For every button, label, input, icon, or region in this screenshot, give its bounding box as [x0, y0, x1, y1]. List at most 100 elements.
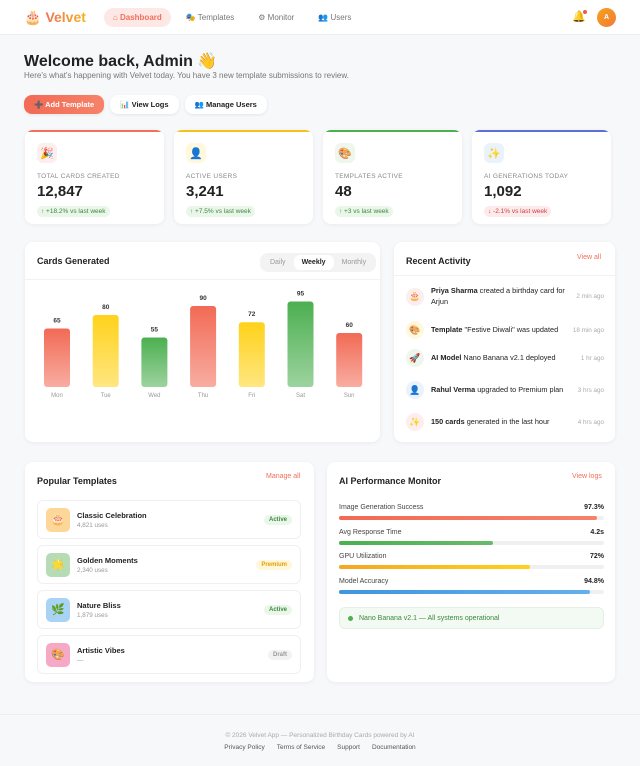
- tab-weekly[interactable]: Weekly: [293, 255, 334, 270]
- bar-value-label: 72: [248, 311, 256, 318]
- template-thumbnail: 🌿: [46, 597, 70, 622]
- activity-actor: 150 cards: [431, 416, 465, 426]
- activity-icon: 🚀: [406, 349, 424, 367]
- support-link[interactable]: Support: [337, 744, 360, 751]
- stat-card: 👤 ACTIVE USERS 3,241 ↑ +7.5% vs last wee…: [174, 130, 313, 224]
- status-badge: Draft: [267, 649, 292, 660]
- activity-time: 18 min ago: [572, 326, 604, 334]
- x-tick-label: Mon: [51, 393, 63, 399]
- activity-text: generated in the last hour: [464, 416, 550, 426]
- nav-dashboard[interactable]: ⌂ Dashboard: [103, 7, 171, 27]
- stat-icon: 👤: [186, 143, 206, 163]
- bell-icon[interactable]: 🔔: [572, 10, 587, 23]
- bar-value-label: 65: [53, 318, 61, 325]
- nav-monitor[interactable]: ⚙ Monitor: [258, 12, 295, 22]
- activity-text: created a birthday card for Arjun: [431, 286, 565, 306]
- status-text: Nano Banana v2.1 — All systems operation…: [359, 614, 500, 622]
- bar-chart: 65 Mon 80 Tue 55 Wed 90 Thu 72 Fri 95 Sat 60 Sun: [44, 291, 363, 399]
- bar-sun: [336, 333, 363, 387]
- metric-track: [339, 565, 604, 569]
- templates-title: Popular Templates: [37, 476, 117, 486]
- activity-time: 4 hrs ago: [577, 418, 604, 426]
- template-name: Nature Bliss: [77, 600, 121, 610]
- metric-fill: [339, 589, 591, 594]
- metric-label: Image Generation Success: [339, 504, 424, 511]
- template-thumbnail: 🎨: [46, 642, 70, 667]
- status-dot-icon: [348, 615, 353, 621]
- stat-icon: 🎉: [37, 143, 57, 163]
- view-all-link[interactable]: View all: [577, 254, 601, 261]
- brand-logo[interactable]: 🎂 Velvet: [24, 9, 86, 26]
- docs-link[interactable]: Documentation: [371, 744, 416, 751]
- metric: GPU Utilization 72%: [339, 553, 604, 569]
- metric-label: Avg Response Time: [339, 528, 402, 536]
- bar-value-label: 60: [346, 322, 354, 329]
- ai-performance-card: AI Performance Monitor View logs Image G…: [327, 462, 615, 682]
- x-tick-label: Tue: [101, 393, 112, 399]
- stat-card: 🎉 TOTAL CARDS CREATED 12,847 ↑ +18.2% vs…: [25, 130, 164, 224]
- tab-daily[interactable]: Daily: [270, 259, 286, 266]
- stat-label: TEMPLATES ACTIVE: [335, 173, 403, 180]
- activity-time: 3 hrs ago: [577, 386, 604, 394]
- activity-item: 👤 Rahul Verma upgraded to Premium plan 3…: [406, 381, 604, 399]
- metric-fill: [339, 565, 530, 569]
- cards-generated-card: Cards Generated Daily Weekly Monthly 65 M…: [25, 242, 380, 442]
- manage-users-button[interactable]: 👥 Manage Users: [184, 95, 267, 114]
- bar-wed: [141, 337, 168, 387]
- avatar[interactable]: A: [597, 8, 616, 27]
- metric-track: [339, 540, 604, 545]
- stat-label: TOTAL CARDS CREATED: [37, 173, 120, 180]
- bar-value-label: 80: [102, 304, 110, 311]
- status-badge: Active: [263, 604, 292, 615]
- template-item[interactable]: 🎂 Classic Celebration 4,821 uses Active: [37, 500, 301, 539]
- copyright: © 2026 Velvet App — Personalized Birthda…: [225, 732, 415, 739]
- metric-value: 94.8%: [584, 577, 604, 585]
- activity-actor: Template: [431, 324, 463, 334]
- template-item[interactable]: 🎨 Artistic Vibes — Draft: [37, 635, 301, 674]
- activity-text: upgraded to Premium plan: [475, 384, 564, 394]
- template-uses: —: [77, 656, 84, 664]
- metric-fill: [339, 540, 493, 545]
- add-template-button[interactable]: ➕ Add Template: [24, 95, 105, 114]
- nav-templates[interactable]: 🎭 Templates: [185, 12, 235, 22]
- stat-label: ACTIVE USERS: [186, 173, 238, 180]
- template-name: Artistic Vibes: [77, 645, 125, 655]
- metric: Model Accuracy 94.8%: [339, 578, 604, 594]
- activity-icon: ✨: [406, 413, 424, 431]
- metric-track: [339, 516, 604, 520]
- activity-time: 1 hr ago: [580, 354, 604, 362]
- stat-icon: 🎨: [335, 143, 355, 163]
- stat-value: 3,241: [186, 183, 224, 200]
- stat-label: AI GENERATIONS TODAY: [484, 173, 569, 180]
- activity-item: ✨ 150 cards generated in the last hour 4…: [406, 413, 604, 431]
- metric-label: Model Accuracy: [339, 577, 389, 585]
- terms-link[interactable]: Terms of Service: [276, 744, 326, 751]
- system-status: Nano Banana v2.1 — All systems operation…: [339, 607, 604, 629]
- stat-accent-bar: [323, 130, 462, 132]
- view-logs-link[interactable]: View logs: [572, 473, 602, 480]
- template-item[interactable]: 🌟 Golden Moments 2,340 uses Premium: [37, 545, 301, 584]
- activity-icon: 🎂: [406, 287, 424, 306]
- nav-users[interactable]: 👥 Users: [318, 12, 352, 22]
- top-nav: 🎂 Velvet ⌂ Dashboard 🎭 Templates ⚙ Monito…: [0, 0, 640, 35]
- privacy-link[interactable]: Privacy Policy: [224, 744, 265, 751]
- template-uses: 4,821 uses: [77, 521, 108, 529]
- view-logs-button[interactable]: 📊 View Logs: [110, 95, 179, 114]
- metric-track: [339, 589, 604, 594]
- x-tick-label: Thu: [198, 393, 208, 399]
- bar-tue: [92, 315, 119, 387]
- tab-monthly[interactable]: Monthly: [341, 259, 367, 266]
- status-badge: Premium: [256, 559, 292, 570]
- manage-all-link[interactable]: Manage all: [266, 473, 301, 480]
- status-badge: Active: [263, 514, 292, 525]
- template-item[interactable]: 🌿 Nature Bliss 1,879 uses Active: [37, 590, 301, 629]
- stat-card: ✨ AI GENERATIONS TODAY 1,092 ↓ -2.1% vs …: [472, 130, 611, 224]
- footer: © 2026 Velvet App — Personalized Birthda…: [0, 714, 640, 766]
- stat-change: ↑ +7.5% vs last week: [186, 206, 255, 217]
- metric-value: 4.2s: [590, 528, 604, 536]
- popular-templates-card: Popular Templates Manage all 🎂 Classic C…: [25, 462, 314, 682]
- x-tick-label: Fri: [248, 393, 255, 399]
- activity-item: 🚀 AI Model Nano Banana v2.1 deployed 1 h…: [406, 349, 604, 367]
- metric-value: 97.3%: [584, 504, 604, 511]
- x-tick-label: Wed: [148, 393, 160, 399]
